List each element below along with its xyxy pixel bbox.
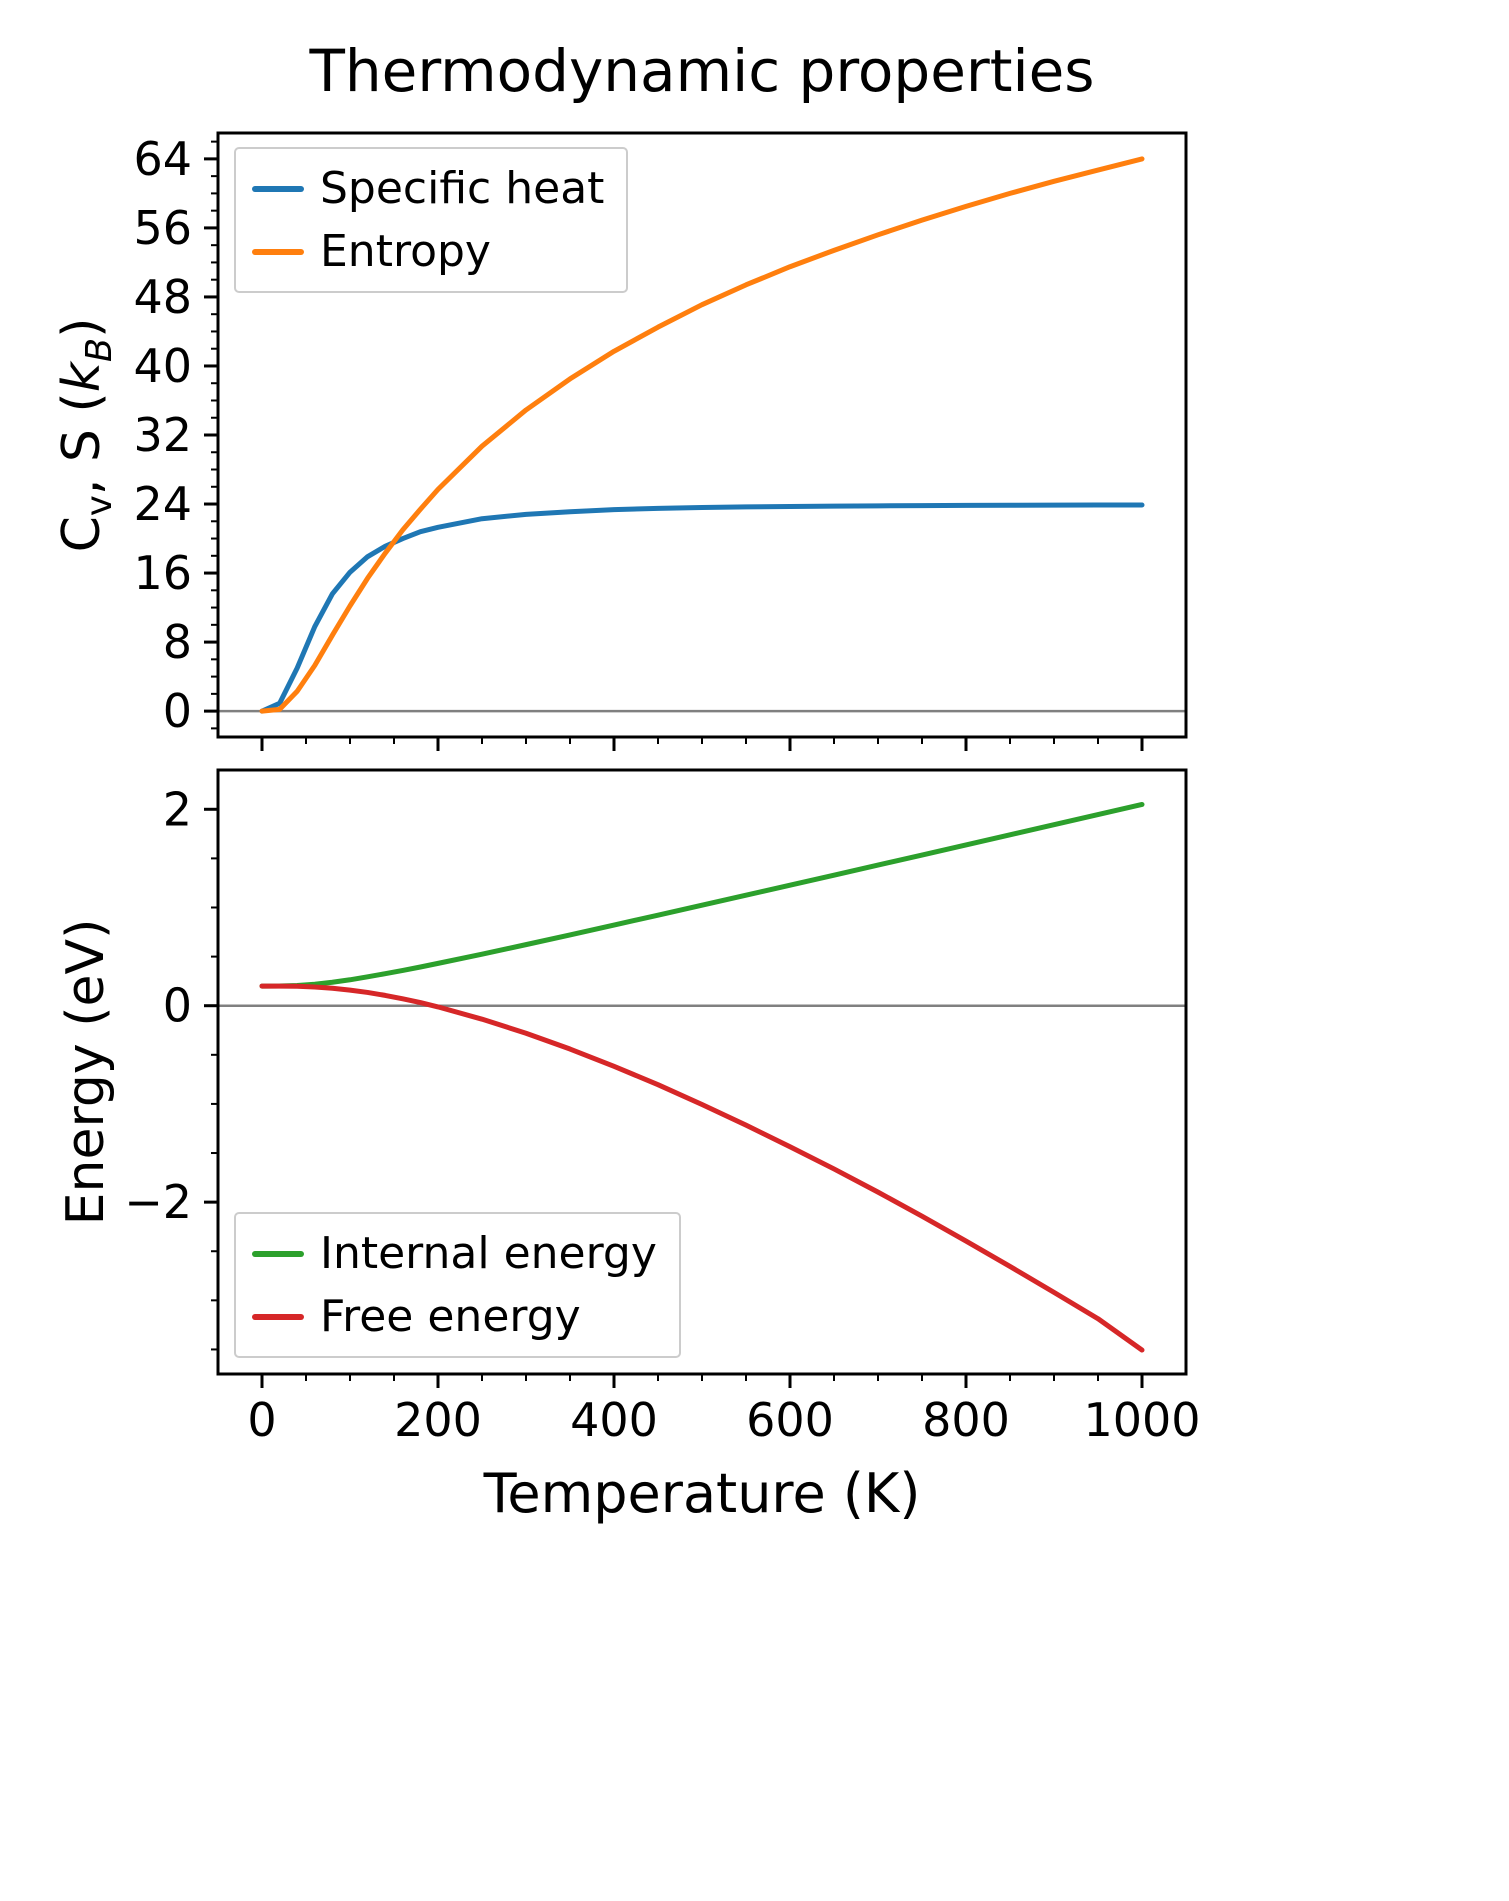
x-axis-label: Temperature (K) <box>483 1462 921 1525</box>
legend-row-free-energy: Free energy <box>252 1289 657 1344</box>
svg-text:0: 0 <box>247 1393 276 1447</box>
svg-text:0: 0 <box>163 684 192 738</box>
svg-text:24: 24 <box>133 477 192 531</box>
legend: Specific heat Entropy <box>234 147 629 293</box>
svg-text:200: 200 <box>394 1393 482 1447</box>
svg-text:48: 48 <box>133 270 192 324</box>
axes-frame <box>216 131 1188 739</box>
legend-label: Specific heat <box>320 163 605 214</box>
axes-frame <box>216 768 1188 1376</box>
series-line-internal-energy <box>259 801 1145 989</box>
svg-text:0: 0 <box>163 979 192 1033</box>
y-axis-label-part: , S ( <box>51 392 112 496</box>
svg-text:1000: 1000 <box>1083 1393 1200 1447</box>
legend-line-sample <box>252 248 304 255</box>
y-tick-labels: 0 8 16 24 32 40 48 56 64 <box>133 132 192 738</box>
y-tick-labels: −2 0 2 <box>124 782 192 1229</box>
svg-text:800: 800 <box>922 1393 1010 1447</box>
legend-label: Entropy <box>320 226 491 277</box>
legend-line-sample <box>252 185 304 192</box>
svg-text:600: 600 <box>746 1393 834 1447</box>
y-axis-label-part: B <box>79 337 121 363</box>
legend-line-sample <box>252 1313 304 1320</box>
svg-text:32: 32 <box>133 408 192 462</box>
axes-top: 0 8 16 24 32 40 48 56 64 Specific heat Entropy <box>133 131 1188 751</box>
y-axis-label-part: Energy (eV) <box>56 918 116 1226</box>
svg-text:−2: −2 <box>124 1175 192 1229</box>
legend-line-sample <box>252 1250 304 1257</box>
plot-canvas: 0 8 16 24 32 40 48 56 64 <box>133 131 1188 751</box>
legend-row-specific-heat: Specific heat <box>252 161 604 216</box>
x-tick-labels: 0 200 400 600 800 1000 <box>247 1393 1200 1447</box>
y-axis-label-part: v <box>79 495 121 517</box>
svg-text:40: 40 <box>133 339 192 393</box>
svg-text:2: 2 <box>163 782 192 836</box>
y-axis-label-top: Cv, S (kB) <box>52 318 120 553</box>
svg-text:400: 400 <box>570 1393 658 1447</box>
y-axis-label-bottom: Energy (eV) <box>56 919 116 1226</box>
series-line-specific-heat <box>259 502 1145 714</box>
svg-text:56: 56 <box>133 201 192 255</box>
y-axis-label-part: C <box>51 516 112 553</box>
series-line-free-energy <box>259 983 1145 1353</box>
y-axis-label-part: ) <box>51 317 112 338</box>
plot-canvas: 0 200 400 600 800 1000 −2 0 2 <box>124 768 1201 1447</box>
legend-label: Internal energy <box>320 1228 657 1279</box>
legend-row-internal-energy: Internal energy <box>252 1226 657 1281</box>
series-line-entropy <box>259 156 1145 714</box>
y-axis-label-part: k <box>51 362 112 393</box>
legend-row-entropy: Entropy <box>252 224 604 279</box>
svg-text:16: 16 <box>133 546 192 600</box>
svg-text:64: 64 <box>133 132 192 186</box>
axes-bottom: 0 200 400 600 800 1000 −2 0 2 Internal energy Free… <box>124 768 1201 1447</box>
legend-label: Free energy <box>320 1291 581 1342</box>
legend: Internal energy Free energy <box>234 1212 681 1358</box>
svg-text:8: 8 <box>163 615 192 669</box>
chart-title: Thermodynamic properties <box>309 37 1095 105</box>
